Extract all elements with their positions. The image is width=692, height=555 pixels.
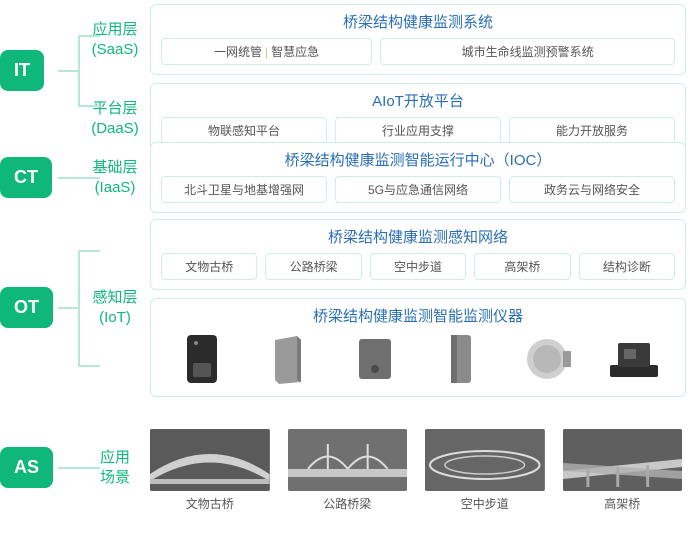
layer-iot-l1: 感知层 [92, 288, 137, 308]
layer-daas-l2: (DaaS) [91, 119, 139, 139]
scene-label-3: 高架桥 [563, 495, 683, 512]
badge-it: IT [0, 50, 44, 91]
panel-iot-net: 桥梁结构健康监测感知网络 文物古桥 公路桥梁 空中步道 高架桥 结构诊断 [150, 219, 686, 290]
pill-iotn-0: 文物古桥 [161, 253, 257, 280]
pill-iaas-1: 5G与应急通信网络 [335, 176, 501, 203]
group-ot: OT 感知层 (IoT) 桥梁结构健康监测感知网络 文物古桥 公路桥梁 空中步道… [0, 215, 692, 400]
scene-label-1: 公路桥梁 [288, 495, 408, 512]
badge-ot: OT [0, 287, 53, 328]
badge-col-it: IT [0, 0, 80, 140]
panel-iot-dev-title: 桥梁结构健康监测智能监测仪器 [161, 305, 675, 326]
scene-1: 公路桥梁 [288, 429, 408, 512]
badge-ct: CT [0, 157, 52, 198]
layer-scene-l1: 应用 [100, 448, 130, 468]
pill-iotn-3: 高架桥 [474, 253, 570, 280]
scene-img-2 [425, 429, 545, 491]
panel-iaas: 桥梁结构健康监测智能运行中心（IOC） 北斗卫星与地基增强网 5G与应急通信网络… [150, 142, 686, 213]
badge-col-ct: CT [0, 140, 80, 215]
device-4 [512, 332, 582, 387]
pill-saas-0: 一网统管|智慧应急 [161, 38, 372, 65]
pill-iaas-0: 北斗卫星与地基增强网 [161, 176, 327, 203]
device-3 [426, 332, 496, 387]
scene-2: 空中步道 [425, 429, 545, 512]
device-5 [599, 332, 669, 387]
layer-saas: 应用层 (SaaS) [80, 0, 150, 79]
panel-saas: 桥梁结构健康监测系统 一网统管|智慧应急 城市生命线监测预警系统 [150, 4, 686, 75]
scene-label-2: 空中步道 [425, 495, 545, 512]
device-2 [340, 332, 410, 387]
pill-iaas-2: 政务云与网络安全 [509, 176, 675, 203]
panel-saas-title: 桥梁结构健康监测系统 [161, 11, 675, 32]
scene-img-1 [288, 429, 408, 491]
layer-iaas-l1: 基础层 [92, 158, 137, 178]
layer-iot-l2: (IoT) [99, 308, 131, 328]
group-as: AS 应用 场景 文物古桥 [0, 410, 692, 525]
device-row [161, 332, 675, 387]
scene-img-3 [563, 429, 683, 491]
badge-col-as: AS [0, 410, 80, 525]
badge-as: AS [0, 447, 53, 488]
pill-iotn-4: 结构诊断 [579, 253, 675, 280]
group-it: IT 应用层 (SaaS) 桥梁结构健康监测系统 一网统管|智慧应急 城市生命线… [0, 0, 692, 140]
panel-daas-title: AIoT开放平台 [161, 90, 675, 111]
device-1 [253, 332, 323, 387]
panel-iaas-title: 桥梁结构健康监测智能运行中心（IOC） [161, 149, 675, 170]
layer-iaas-l2: (IaaS) [95, 178, 136, 198]
layer-iot: 感知层 (IoT) [80, 215, 150, 400]
layer-saas-l2: (SaaS) [92, 40, 139, 60]
group-ct: CT 基础层 (IaaS) 桥梁结构健康监测智能运行中心（IOC） 北斗卫星与地… [0, 140, 692, 215]
scene-row: 文物古桥 公路桥梁 [150, 423, 692, 512]
panel-iot-dev: 桥梁结构健康监测智能监测仪器 [150, 298, 686, 397]
badge-col-ot: OT [0, 215, 80, 400]
scene-img-0 [150, 429, 270, 491]
device-0 [167, 332, 237, 387]
scene-3: 高架桥 [563, 429, 683, 512]
pill-saas-1: 城市生命线监测预警系统 [380, 38, 675, 65]
panel-iot-net-title: 桥梁结构健康监测感知网络 [161, 226, 675, 247]
pill-iotn-2: 空中步道 [370, 253, 466, 280]
layer-daas-l1: 平台层 [92, 99, 137, 119]
scene-0: 文物古桥 [150, 429, 270, 512]
scene-label-0: 文物古桥 [150, 495, 270, 512]
layer-scene-l2: 场景 [100, 468, 130, 488]
pill-iotn-1: 公路桥梁 [265, 253, 361, 280]
